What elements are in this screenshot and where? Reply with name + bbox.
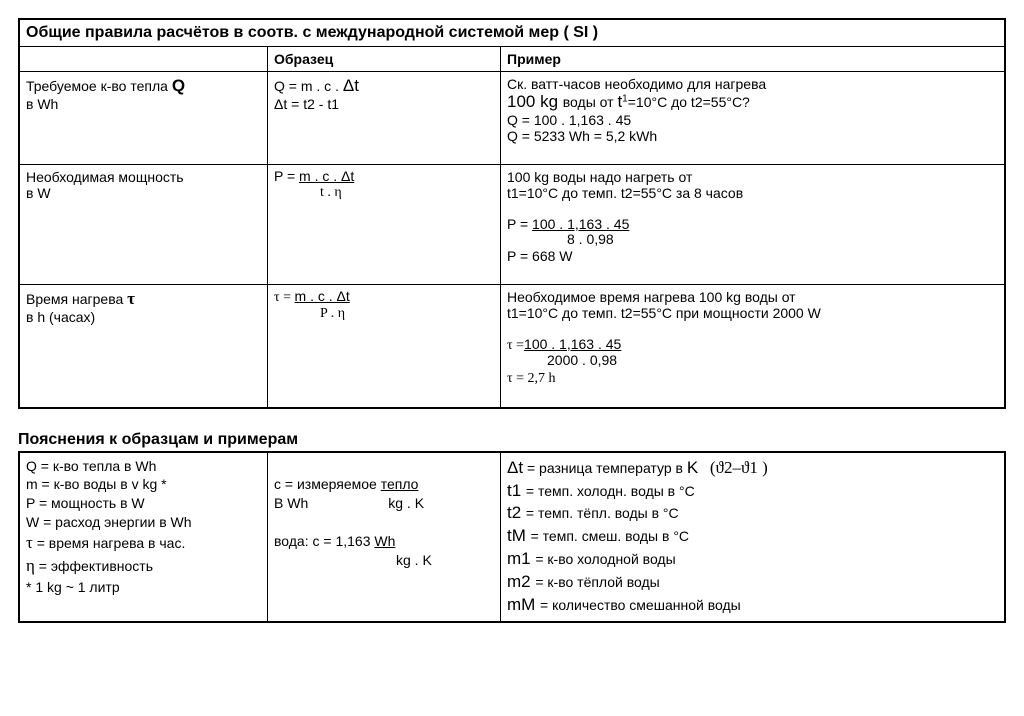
time-ex-result: τ = 2,7 h bbox=[507, 371, 556, 386]
lg-c2-l3b: Wh bbox=[374, 533, 395, 549]
heat-ex-2a: 100 kg bbox=[507, 92, 563, 111]
lg-c1-l1: Q = к-во тепла в Wh bbox=[26, 458, 156, 474]
lg-c3-l6a: m2 bbox=[507, 572, 535, 591]
header-col2: Образец bbox=[268, 47, 501, 72]
lg-c3-l1a: Δt bbox=[507, 458, 523, 477]
heat-ex-3: Q = 100 . 1,163 . 45 bbox=[507, 112, 631, 128]
heat-sample-2: Δt = t2 - t1 bbox=[274, 96, 339, 112]
power-sample-pre: P = bbox=[274, 168, 299, 184]
legend-col1: Q = к-во тепла в Wh m = к-во воды в v kg… bbox=[19, 452, 268, 623]
power-label-2: в W bbox=[26, 185, 51, 201]
power-ex-pre: P = bbox=[507, 216, 532, 232]
power-ex-den: 8 . 0,98 bbox=[567, 231, 614, 247]
power-ex-1: 100 kg воды надо нагреть от bbox=[507, 169, 692, 185]
lg-c2-l2b: kg . K bbox=[388, 495, 424, 511]
heat-label-a: Требуемое к-во тепла bbox=[26, 78, 172, 94]
lg-c2-l1b: тепло bbox=[381, 476, 419, 492]
time-label-2: в h (часах) bbox=[26, 309, 95, 325]
lg-c3-l3a: t2 bbox=[507, 503, 526, 522]
lg-c3-l4b: = темп. смеш. воды в °C bbox=[531, 528, 689, 544]
rules-table: Общие правила расчётов в соотв. с междун… bbox=[18, 18, 1006, 409]
lg-c3-l7a: mM bbox=[507, 595, 540, 614]
lg-c3-l1b: = разница температур в bbox=[523, 460, 687, 476]
time-sample: τ = m . c . Δt P . η bbox=[274, 289, 494, 322]
row-heat: Требуемое к-во тепла Q в Wh Q = m . c . … bbox=[19, 72, 1005, 165]
lg-c2-l3a: вода: c = 1,163 bbox=[274, 533, 374, 549]
lg-c1-l6b: = эффективность bbox=[35, 558, 153, 574]
heat-label-2: в Wh bbox=[26, 96, 58, 112]
lg-c2-l2a: В Wh bbox=[274, 495, 308, 511]
lg-c3-l5a: m1 bbox=[507, 549, 535, 568]
time-ex-2: t1=10°C до темп. t2=55°C при мощности 20… bbox=[507, 305, 821, 321]
lg-c3-l3b: = темп. тёпл. воды в °C bbox=[526, 505, 679, 521]
heat-ex-4: Q = 5233 Wh = 5,2 kWh bbox=[507, 128, 657, 144]
lg-c3-l1c: K bbox=[687, 458, 698, 477]
row-power: Необходимая мощность в W P = m . c . Δt … bbox=[19, 165, 1005, 285]
power-ex-num: 100 . 1,163 . 45 bbox=[532, 216, 629, 232]
lg-c1-l4: W = расход энергии в Wh bbox=[26, 514, 192, 530]
lg-c2-l1a: c = измеряемое bbox=[274, 476, 381, 492]
header-col1 bbox=[19, 47, 268, 72]
time-sample-pre: τ = bbox=[274, 290, 295, 305]
lg-c3-l2b: = темп. холодн. воды в °C bbox=[526, 483, 695, 499]
lg-c3-l7b: = количество смешанной воды bbox=[540, 597, 741, 613]
lg-c1-l6a: η bbox=[26, 556, 35, 575]
time-label-1a: Время нагрева bbox=[26, 291, 127, 307]
heat-ex-2d: =10°C до t2=55°C? bbox=[628, 94, 750, 110]
heat-sample-1: Q = m . c . Δt bbox=[274, 78, 359, 94]
power-ex-frac: P = 100 . 1,163 . 45 8 . 0,98 bbox=[507, 217, 998, 248]
lg-c3-l6b: = к-во тёплой воды bbox=[535, 574, 659, 590]
lg-c3-l4a: tM bbox=[507, 526, 531, 545]
lg-c3-l5b: = к-во холодной воды bbox=[535, 551, 675, 567]
lg-c1-l2: m = к-во воды в v kg * bbox=[26, 476, 167, 492]
power-label-1: Необходимая мощность bbox=[26, 169, 184, 185]
table-title: Общие правила расчётов в соотв. с междун… bbox=[19, 19, 1005, 47]
lg-c1-l5a: τ bbox=[26, 533, 33, 552]
power-sample-num: m . c . Δt bbox=[299, 168, 354, 184]
time-label-tau: τ bbox=[127, 289, 135, 308]
time-ex-frac: τ =100 . 1,163 . 45 2000 . 0,98 bbox=[507, 337, 998, 369]
time-ex-num: 100 . 1,163 . 45 bbox=[524, 336, 621, 352]
power-sample: P = m . c . Δt t . η bbox=[274, 169, 494, 201]
lg-c2-l4: kg . K bbox=[396, 552, 432, 568]
power-ex-2: t1=10°C до темп. t2=55°C за 8 часов bbox=[507, 185, 743, 201]
lg-c1-l3: P = мощность в W bbox=[26, 495, 145, 511]
legend-col2: c = измеряемое тепло В Wh kg . K вода: c … bbox=[268, 452, 501, 623]
legend-title: Пояснения к образцам и примерам bbox=[18, 431, 1006, 449]
header-col3: Пример bbox=[501, 47, 1006, 72]
legend-col3: Δt = разница температур в K (ϑ2–ϑ1 ) t1 … bbox=[501, 452, 1006, 623]
time-ex-den: 2000 . 0,98 bbox=[547, 352, 617, 368]
heat-ex-1: Ск. ватт-часов необходимо для нагрева bbox=[507, 76, 766, 92]
time-ex-pre: τ = bbox=[507, 338, 524, 353]
lg-c3-l1d: (ϑ2–ϑ1 ) bbox=[710, 458, 768, 477]
heat-ex-2b: воды от bbox=[563, 94, 618, 110]
lg-c1-l5b: = время нагрева в час. bbox=[33, 535, 186, 551]
heat-label-Q: Q bbox=[172, 76, 185, 95]
time-sample-den: P . η bbox=[320, 306, 345, 321]
legend-table: Q = к-во тепла в Wh m = к-во воды в v kg… bbox=[18, 451, 1006, 624]
time-sample-num: m . c . Δt bbox=[295, 288, 350, 304]
lg-c1-l7: * 1 kg ~ 1 литр bbox=[26, 579, 120, 595]
power-ex-result: P = 668 W bbox=[507, 248, 573, 264]
time-ex-1: Необходимое время нагрева 100 kg воды от bbox=[507, 289, 796, 305]
row-time: Время нагрева τ в h (часах) τ = m . c . … bbox=[19, 284, 1005, 407]
power-sample-den: t . η bbox=[320, 185, 342, 200]
lg-c3-l2a: t1 bbox=[507, 481, 526, 500]
